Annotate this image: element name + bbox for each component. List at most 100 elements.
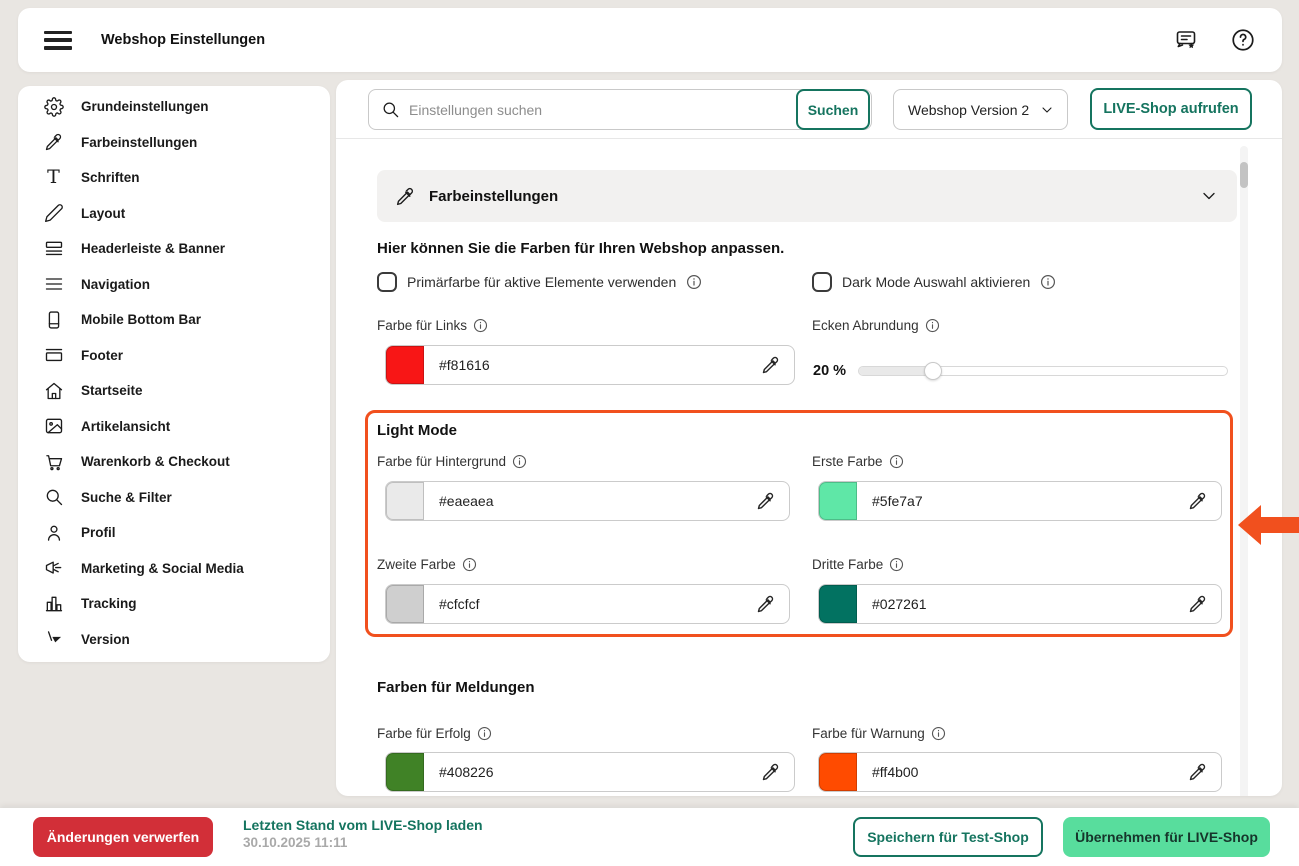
- second-color-input[interactable]: #cfcfcf: [385, 584, 790, 624]
- reload-timestamp: 30.10.2025 11:11: [243, 835, 348, 850]
- search-area: Suchen: [368, 89, 872, 130]
- apply-live-shop-button[interactable]: Übernehmen für LIVE-Shop: [1063, 817, 1270, 857]
- menu-lines-icon: [43, 274, 64, 294]
- info-icon[interactable]: [462, 557, 477, 572]
- background-color-input[interactable]: #eaeaea: [385, 481, 790, 521]
- eyedropper-icon[interactable]: [761, 355, 781, 375]
- chevron-down-icon[interactable]: [1199, 186, 1219, 206]
- third-color-label: Dritte Farbe: [812, 557, 904, 572]
- eyedropper-icon[interactable]: [1188, 491, 1208, 511]
- sidebar-item-footer[interactable]: Footer: [18, 338, 330, 374]
- section-intro: Hier können Sie die Farben für Ihren Web…: [377, 240, 785, 257]
- eyedropper-icon: [396, 187, 413, 205]
- help-icon[interactable]: [1230, 27, 1256, 53]
- reload-live-state-link[interactable]: Letzten Stand vom LIVE-Shop laden 30.10.…: [243, 817, 483, 850]
- light-mode-highlight-box: Light Mode Farbe für Hintergrund #eaeaea…: [365, 410, 1233, 637]
- slider-fill: [859, 367, 933, 375]
- info-icon[interactable]: [1040, 274, 1056, 290]
- color-swatch[interactable]: [386, 585, 424, 623]
- color-swatch[interactable]: [819, 585, 857, 623]
- save-test-shop-button[interactable]: Speichern für Test-Shop: [853, 817, 1043, 857]
- primary-color-checkbox-group: Primärfarbe für aktive Elemente verwende…: [377, 272, 702, 292]
- color-swatch[interactable]: [386, 346, 424, 384]
- settings-search-input[interactable]: [368, 89, 872, 130]
- warning-color-label: Farbe für Warnung: [812, 726, 946, 741]
- image-icon: [43, 416, 64, 436]
- webshop-version-select[interactable]: Webshop Version 2: [893, 89, 1068, 130]
- success-color-input[interactable]: #408226: [385, 752, 795, 792]
- sidebar-item-startseite[interactable]: Startseite: [18, 373, 330, 409]
- menu-icon[interactable]: [44, 30, 72, 50]
- dark-mode-checkbox[interactable]: [812, 272, 832, 292]
- feedback-icon[interactable]: [1174, 28, 1198, 52]
- corner-radius-slider[interactable]: [858, 362, 1228, 380]
- action-bar: Änderungen verwerfen Letzten Stand vom L…: [0, 808, 1299, 866]
- slider-thumb[interactable]: [923, 362, 942, 380]
- annotation-arrow-icon: [1238, 505, 1299, 545]
- first-color-label: Erste Farbe: [812, 454, 904, 469]
- chevron-down-icon: [1042, 106, 1052, 113]
- info-icon[interactable]: [889, 454, 904, 469]
- sidebar-item-warenkorb-checkout[interactable]: Warenkorb & Checkout: [18, 444, 330, 480]
- color-swatch[interactable]: [819, 753, 857, 791]
- eyedropper-icon[interactable]: [756, 491, 776, 511]
- color-swatch[interactable]: [386, 753, 424, 791]
- content-scrollbar[interactable]: [1240, 146, 1248, 796]
- settings-panel: Suchen Webshop Version 2 LIVE-Shop aufru…: [336, 80, 1282, 796]
- sidebar-item-farbeinstellungen[interactable]: Farbeinstellungen: [18, 125, 330, 161]
- info-icon[interactable]: [473, 318, 488, 333]
- open-live-shop-button[interactable]: LIVE-Shop aufrufen: [1090, 88, 1252, 130]
- color-swatch[interactable]: [386, 482, 424, 520]
- app-header: Webshop Einstellungen: [18, 8, 1282, 72]
- discard-changes-button[interactable]: Änderungen verwerfen: [33, 817, 213, 857]
- eyedropper-icon: [43, 132, 64, 152]
- search-button[interactable]: Suchen: [796, 89, 870, 130]
- info-icon[interactable]: [889, 557, 904, 572]
- info-icon[interactable]: [477, 726, 492, 741]
- sidebar-item-mobile-bottom-bar[interactable]: Mobile Bottom Bar: [18, 302, 330, 338]
- primary-color-checkbox[interactable]: [377, 272, 397, 292]
- info-icon[interactable]: [931, 726, 946, 741]
- scrollbar-thumb[interactable]: [1240, 162, 1248, 188]
- corner-radius-value: 20 %: [813, 363, 847, 379]
- bar-chart-icon: [43, 594, 64, 614]
- person-icon: [43, 523, 64, 543]
- megaphone-icon: [43, 558, 64, 578]
- link-color-label: Farbe für Links: [377, 318, 488, 333]
- sidebar-item-suche-filter[interactable]: Suche & Filter: [18, 480, 330, 516]
- background-color-label: Farbe für Hintergrund: [377, 454, 527, 469]
- sidebar-item-artikelansicht[interactable]: Artikelansicht: [18, 409, 330, 445]
- eyedropper-icon[interactable]: [756, 594, 776, 614]
- settings-sidebar: Grundeinstellungen Farbeinstellungen T S…: [18, 86, 330, 662]
- eyedropper-icon[interactable]: [1188, 594, 1208, 614]
- sidebar-item-grundeinstellungen[interactable]: Grundeinstellungen: [18, 89, 330, 125]
- light-mode-title: Light Mode: [377, 422, 457, 439]
- dark-mode-checkbox-group: Dark Mode Auswahl aktivieren: [812, 272, 1056, 292]
- sidebar-item-navigation[interactable]: Navigation: [18, 267, 330, 303]
- warning-color-input[interactable]: #ff4b00: [818, 752, 1222, 792]
- info-icon[interactable]: [686, 274, 702, 290]
- link-color-input[interactable]: #f81616: [385, 345, 795, 385]
- search-icon: [43, 487, 64, 507]
- sidebar-item-schriften[interactable]: T Schriften: [18, 160, 330, 196]
- sidebar-item-headerleiste-banner[interactable]: Headerleiste & Banner: [18, 231, 330, 267]
- sidebar-item-tracking[interactable]: Tracking: [18, 586, 330, 622]
- sidebar-item-marketing-social-media[interactable]: Marketing & Social Media: [18, 551, 330, 587]
- sidebar-item-layout[interactable]: Layout: [18, 196, 330, 232]
- typography-icon: T: [47, 166, 60, 189]
- gear-icon: [43, 96, 64, 117]
- search-icon: [383, 102, 399, 118]
- sidebar-item-profil[interactable]: Profil: [18, 515, 330, 551]
- eyedropper-icon[interactable]: [1188, 762, 1208, 782]
- info-icon[interactable]: [512, 454, 527, 469]
- info-icon[interactable]: [925, 318, 940, 333]
- farbeinstellungen-accordion[interactable]: Farbeinstellungen: [377, 170, 1237, 222]
- messages-section-title: Farben für Meldungen: [377, 679, 535, 696]
- third-color-input[interactable]: #027261: [818, 584, 1222, 624]
- color-swatch[interactable]: [819, 482, 857, 520]
- first-color-input[interactable]: #5fe7a7: [818, 481, 1222, 521]
- sidebar-item-version[interactable]: Version: [18, 622, 330, 658]
- cart-icon: [43, 452, 64, 472]
- eyedropper-icon[interactable]: [761, 762, 781, 782]
- corner-radius-label: Ecken Abrundung: [812, 318, 940, 333]
